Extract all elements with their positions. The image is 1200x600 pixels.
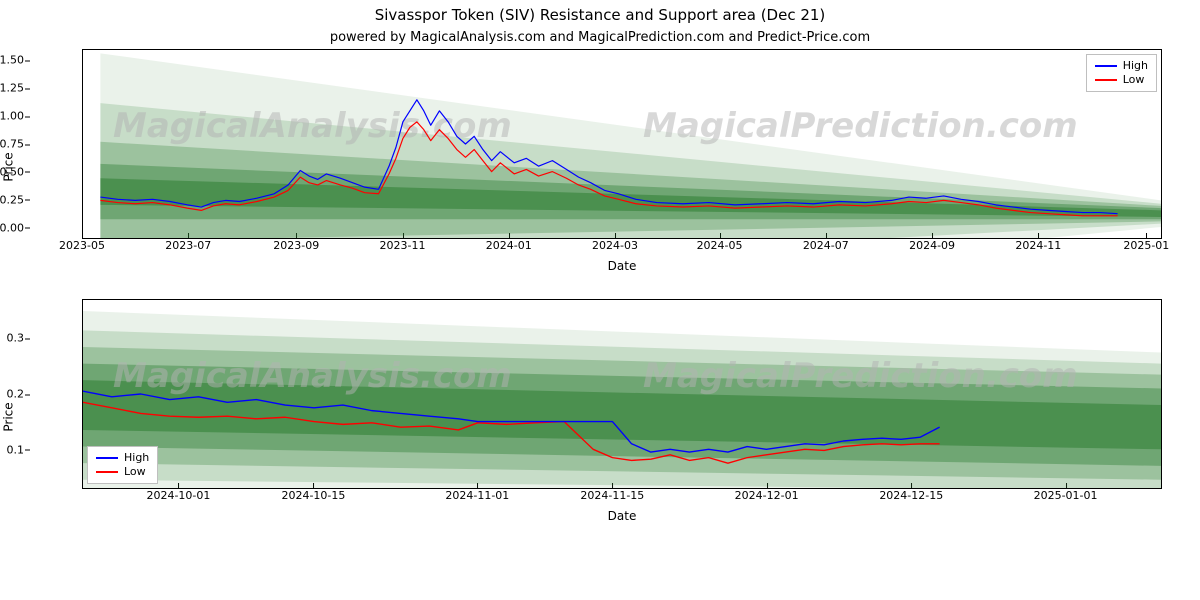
legend-swatch (1095, 65, 1117, 67)
ytick-label: 0.50 (0, 165, 24, 178)
xtick-label: 2024-12-01 (735, 489, 799, 502)
top-chart-yticks: 0.00 0.25 0.50 0.75 1.00 1.25 1.50 (0, 49, 24, 239)
bottom-chart-plot-area: MagicalAnalysis.com MagicalPrediction.co… (82, 299, 1162, 489)
legend-item: High (1095, 59, 1148, 73)
xtick-label: 2024-10-01 (146, 489, 210, 502)
xtick-label: 2023-05 (59, 239, 105, 252)
xtick-label: 2024-03 (592, 239, 638, 252)
top-chart-xticks: 2023-052023-072023-092023-112024-012024-… (82, 239, 1162, 257)
ytick-label: 1.50 (0, 54, 24, 67)
xtick-label: 2024-11-01 (445, 489, 509, 502)
bottom-chart-xlabel: Date (82, 507, 1162, 523)
ytick-label: 0.00 (0, 221, 24, 234)
ytick-label: 0.1 (0, 443, 24, 456)
legend-swatch (96, 471, 118, 473)
legend-label: High (124, 451, 149, 465)
xtick-label: 2024-01 (486, 239, 532, 252)
bottom-chart-lines (83, 300, 1161, 488)
xtick-label: 2023-11 (380, 239, 426, 252)
xtick-label: 2024-11-15 (580, 489, 644, 502)
legend-item: Low (96, 465, 149, 479)
legend-label: Low (1123, 73, 1145, 87)
legend-swatch (1095, 79, 1117, 81)
xtick-label: 2024-05 (697, 239, 743, 252)
bottom-chart-xticks: 2024-10-01 2024-10-15 2024-11-01 2024-11-15… (82, 489, 1162, 507)
legend-item: Low (1095, 73, 1148, 87)
xtick-label: 2024-07 (803, 239, 849, 252)
ytick-label: 0.25 (0, 193, 24, 206)
xtick-label: 2025-01-01 (1034, 489, 1098, 502)
top-chart-lines (83, 50, 1161, 238)
xtick-label: 2025-01 (1123, 239, 1169, 252)
ytick-label: 0.3 (0, 332, 24, 345)
bottom-chart-legend: HighLow (87, 446, 158, 484)
bottom-chart: Price 0.10.20.3 MagicalAnalysis.com Magi… (30, 299, 1170, 535)
legend-label: High (1123, 59, 1148, 73)
legend-swatch (96, 457, 118, 459)
ytick-label: 0.2 (0, 388, 24, 401)
ytick-label: 1.00 (0, 110, 24, 123)
top-chart: Price 0.000.250.500.751.001.251.50 Magic… (30, 49, 1170, 285)
bottom-chart-yticks: 0.1 0.2 0.3 (0, 299, 24, 489)
xtick-label: 2024-12-15 (879, 489, 943, 502)
chart-title: Sivasspor Token (SIV) Resistance and Sup… (0, 0, 1200, 24)
ytick-label: 1.25 (0, 82, 24, 95)
xtick-label: 2023-07 (165, 239, 211, 252)
top-chart-xlabel: Date (82, 257, 1162, 273)
top-chart-legend: HighLow (1086, 54, 1157, 92)
xtick-label: 2023-09 (273, 239, 319, 252)
xtick-label: 2024-11 (1015, 239, 1061, 252)
ytick-label: 0.75 (0, 138, 24, 151)
chart-subtitle: powered by MagicalAnalysis.com and Magic… (0, 24, 1200, 47)
top-chart-plot-area: MagicalAnalysis.com MagicalPrediction.co… (82, 49, 1162, 239)
xtick-label: 2024-10-15 (281, 489, 345, 502)
legend-label: Low (124, 465, 146, 479)
legend-item: High (96, 451, 149, 465)
xtick-label: 2024-09 (909, 239, 955, 252)
